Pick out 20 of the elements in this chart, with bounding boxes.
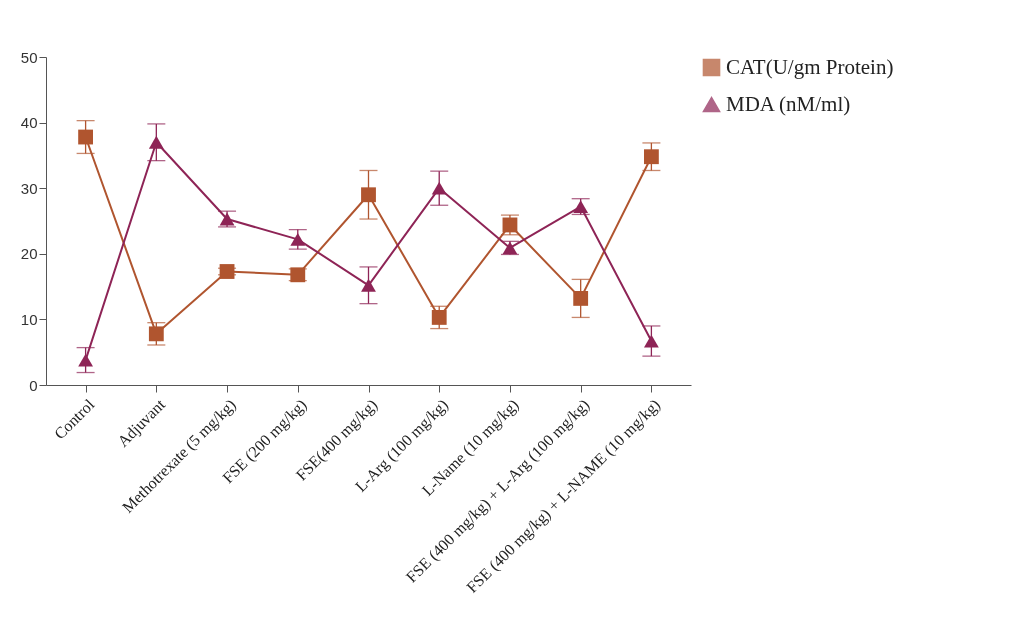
y-tick-label: 50	[20, 48, 38, 66]
point	[290, 232, 306, 246]
point	[78, 353, 94, 367]
point	[573, 290, 589, 306]
point	[361, 278, 376, 292]
y-tick-label: 10	[20, 310, 38, 328]
point	[78, 129, 94, 145]
point	[643, 149, 659, 165]
point	[643, 334, 659, 348]
point	[148, 326, 164, 342]
point	[148, 135, 164, 149]
y-tick-label: 40	[20, 114, 38, 132]
legend-label: CAT(U/gm Protein)	[726, 54, 894, 79]
y-tick-label: 20	[20, 245, 38, 263]
point	[431, 310, 447, 325]
point	[361, 187, 376, 203]
y-tick-label: 30	[20, 179, 38, 197]
y-tick-label: 0	[29, 376, 38, 394]
legend-label: MDA (nM/ml)	[726, 91, 851, 116]
point	[431, 181, 447, 195]
